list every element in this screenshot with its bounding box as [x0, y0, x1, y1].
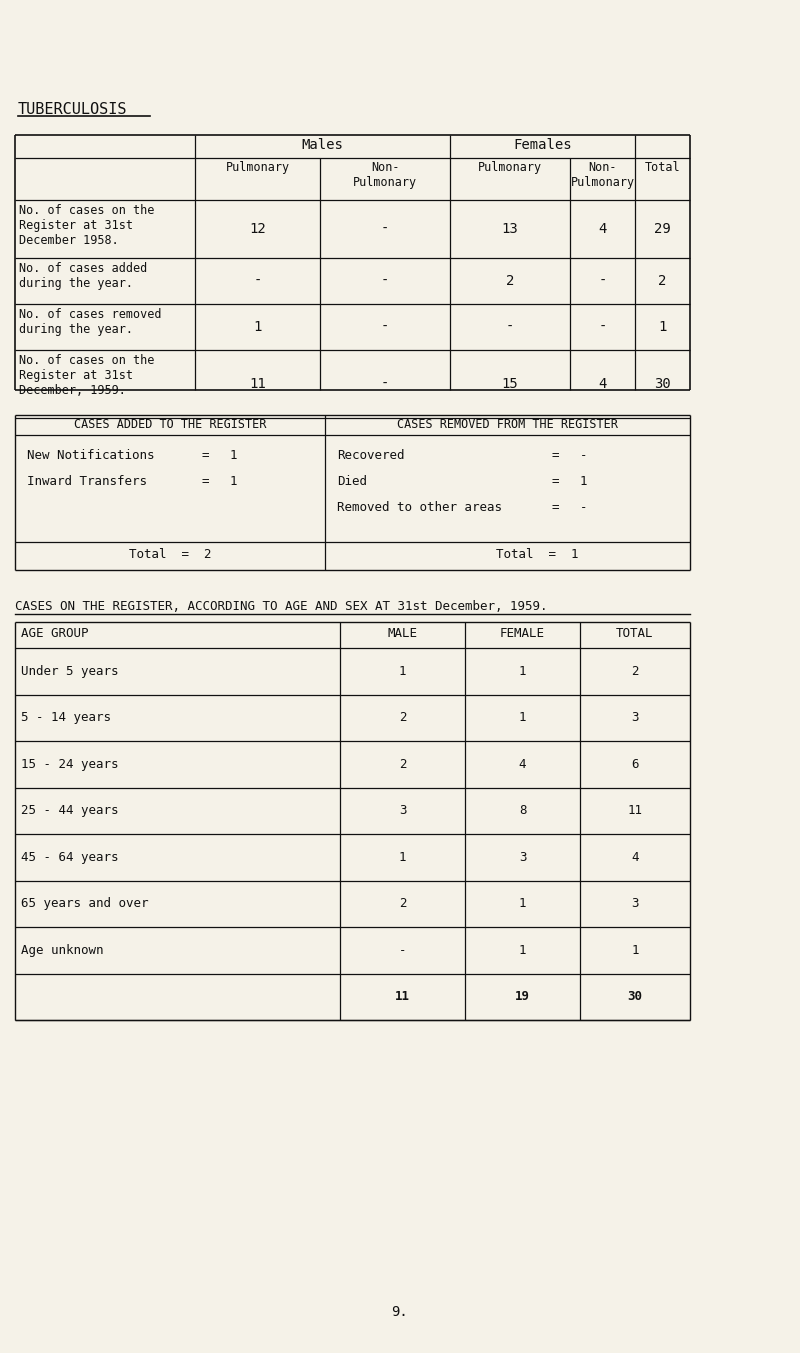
Text: 30: 30 — [627, 990, 642, 1004]
Text: 9.: 9. — [392, 1306, 408, 1319]
Text: No. of cases on the
Register at 31st
December, 1959.: No. of cases on the Register at 31st Dec… — [19, 354, 154, 396]
Text: New Notifications: New Notifications — [27, 449, 154, 461]
Text: Females: Females — [513, 138, 572, 152]
Text: -: - — [381, 321, 389, 334]
Text: Males: Males — [302, 138, 343, 152]
Text: Non-
Pulmonary: Non- Pulmonary — [353, 161, 417, 189]
Text: Pulmonary: Pulmonary — [226, 161, 290, 175]
Text: 3: 3 — [398, 804, 406, 817]
Text: 1: 1 — [254, 321, 262, 334]
Text: No. of cases added
during the year.: No. of cases added during the year. — [19, 262, 147, 290]
Text: 6: 6 — [631, 758, 638, 771]
Text: TUBERCULOSIS: TUBERCULOSIS — [18, 101, 127, 116]
Text: 1: 1 — [518, 944, 526, 957]
Text: 4: 4 — [598, 222, 606, 235]
Text: TOTAL: TOTAL — [616, 626, 654, 640]
Text: 25 - 44 years: 25 - 44 years — [21, 804, 118, 817]
Text: Total  =  2: Total = 2 — [129, 548, 211, 561]
Text: -: - — [398, 944, 406, 957]
Text: 8: 8 — [518, 804, 526, 817]
Text: -: - — [254, 275, 262, 288]
Text: Inward Transfers: Inward Transfers — [27, 475, 147, 488]
Text: 1: 1 — [580, 475, 587, 488]
Text: 15 - 24 years: 15 - 24 years — [21, 758, 118, 771]
Text: 4: 4 — [631, 851, 638, 863]
Text: Total: Total — [645, 161, 680, 175]
Text: 2: 2 — [398, 897, 406, 911]
Text: 11: 11 — [395, 990, 410, 1004]
Text: -: - — [381, 275, 389, 288]
Text: 65 years and over: 65 years and over — [21, 897, 149, 911]
Text: -: - — [580, 449, 587, 461]
Text: 1: 1 — [518, 712, 526, 724]
Text: 11: 11 — [249, 377, 266, 391]
Text: -: - — [580, 501, 587, 514]
Text: 30: 30 — [654, 377, 671, 391]
Text: 1: 1 — [631, 944, 638, 957]
Text: 1: 1 — [230, 449, 238, 461]
Text: =: = — [551, 475, 558, 488]
Text: 19: 19 — [515, 990, 530, 1004]
Text: 1: 1 — [518, 897, 526, 911]
Text: -: - — [598, 321, 606, 334]
Text: =: = — [551, 449, 558, 461]
Text: Non-
Pulmonary: Non- Pulmonary — [570, 161, 634, 189]
Text: Under 5 years: Under 5 years — [21, 664, 118, 678]
Text: 2: 2 — [398, 712, 406, 724]
Text: 13: 13 — [502, 222, 518, 235]
Text: Recovered: Recovered — [337, 449, 405, 461]
Text: -: - — [381, 222, 389, 235]
Text: Removed to other areas: Removed to other areas — [337, 501, 502, 514]
Text: 1: 1 — [398, 851, 406, 863]
Text: AGE GROUP: AGE GROUP — [21, 626, 89, 640]
Text: Pulmonary: Pulmonary — [478, 161, 542, 175]
Text: Died: Died — [337, 475, 367, 488]
Text: 3: 3 — [631, 897, 638, 911]
Text: 4: 4 — [598, 377, 606, 391]
Text: Age unknown: Age unknown — [21, 944, 103, 957]
Text: 1: 1 — [230, 475, 238, 488]
Text: Total  =  1: Total = 1 — [496, 548, 578, 561]
Text: 2: 2 — [398, 758, 406, 771]
Text: 2: 2 — [631, 664, 638, 678]
Text: 3: 3 — [518, 851, 526, 863]
Text: -: - — [506, 321, 514, 334]
Text: =: = — [202, 475, 209, 488]
Text: 15: 15 — [502, 377, 518, 391]
Text: No. of cases removed
during the year.: No. of cases removed during the year. — [19, 308, 162, 336]
Text: FEMALE: FEMALE — [500, 626, 545, 640]
Text: 45 - 64 years: 45 - 64 years — [21, 851, 118, 863]
Text: -: - — [598, 275, 606, 288]
Text: =: = — [551, 501, 558, 514]
Text: 5 - 14 years: 5 - 14 years — [21, 712, 111, 724]
Text: 1: 1 — [658, 321, 666, 334]
Text: -: - — [381, 377, 389, 391]
Text: 3: 3 — [631, 712, 638, 724]
Text: 1: 1 — [518, 664, 526, 678]
Text: MALE: MALE — [387, 626, 418, 640]
Text: 4: 4 — [518, 758, 526, 771]
Text: 2: 2 — [658, 275, 666, 288]
Text: No. of cases on the
Register at 31st
December 1958.: No. of cases on the Register at 31st Dec… — [19, 204, 154, 248]
Text: 1: 1 — [398, 664, 406, 678]
Text: 12: 12 — [249, 222, 266, 235]
Text: 29: 29 — [654, 222, 671, 235]
Text: 11: 11 — [627, 804, 642, 817]
Text: CASES ON THE REGISTER, ACCORDING TO AGE AND SEX AT 31st December, 1959.: CASES ON THE REGISTER, ACCORDING TO AGE … — [15, 599, 547, 613]
Text: CASES ADDED TO THE REGISTER: CASES ADDED TO THE REGISTER — [74, 418, 266, 432]
Text: CASES REMOVED FROM THE REGISTER: CASES REMOVED FROM THE REGISTER — [397, 418, 618, 432]
Text: 2: 2 — [506, 275, 514, 288]
Text: =: = — [202, 449, 209, 461]
